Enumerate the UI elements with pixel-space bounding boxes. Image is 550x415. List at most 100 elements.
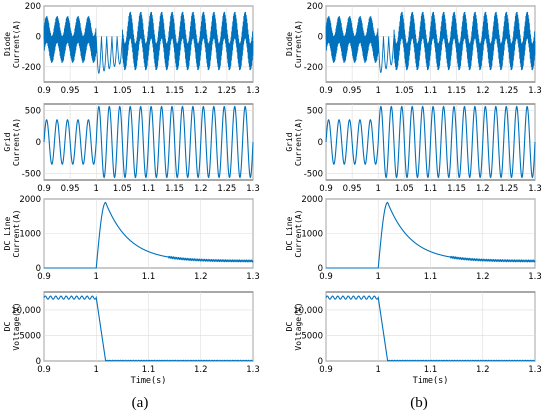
- a-diode-xtick-label: 1.25: [217, 86, 236, 96]
- b-dcv-xlabel: Time(s): [413, 376, 449, 386]
- a-dcv-ytick-label: 5000: [19, 331, 41, 341]
- b-grid-xtick-label: 1: [376, 184, 381, 194]
- a-diode-xtick-label: 1.1: [142, 86, 156, 96]
- a-dcline-xtick-label: 1.1: [142, 272, 156, 282]
- a-grid-xtick-label: 1.2: [194, 184, 208, 194]
- a-diode-xtick-label: 0.9: [37, 86, 51, 96]
- a-dcline-xtick-label: 1.3: [246, 272, 260, 282]
- a-dcv-xtick-label: 1.1: [142, 365, 156, 375]
- b-dcline-xtick-label: 1.2: [476, 272, 490, 282]
- a-dcv-ylabel-line: Voltage(V): [12, 302, 21, 350]
- a-grid-xtick-label: 1: [94, 184, 99, 194]
- a-dcline-ylabel-line: Current(A): [12, 209, 21, 257]
- b-diode-xtick-label: 1.05: [395, 86, 414, 96]
- b-dcv-ylabel-line: DC: [285, 322, 294, 332]
- b-diode-xtick-label: 0.95: [343, 86, 362, 96]
- b-dcv-xtick-label: 1.3: [528, 365, 542, 375]
- a-diode-ytick-label: -200: [22, 63, 41, 73]
- a-grid-ytick-label: -500: [22, 170, 41, 180]
- a-dcv-xtick-label: 0.9: [37, 365, 51, 375]
- a-diode-xtick-label: 1: [94, 86, 99, 96]
- a-diode-xtick-label: 1.3: [246, 86, 260, 96]
- b-diode-xtick-label: 1.25: [499, 86, 518, 96]
- b-dcv-series-line: [325, 295, 536, 362]
- a-grid-ylabel-line: Grid: [3, 132, 12, 151]
- b-dcline-ytick-label: 1000: [301, 230, 323, 240]
- a-diode-ytick-label: 200: [25, 2, 41, 12]
- a-diode-xtick-label: 1.2: [194, 86, 208, 96]
- b-dcline-xtick-label: 1.1: [424, 272, 438, 282]
- a-grid-xtick-label: 1.3: [246, 184, 260, 194]
- b-dcline-ylabel-line: DC Line: [285, 216, 294, 250]
- a-dcv-xtick-label: 1.3: [246, 365, 260, 375]
- b-dcline-ytick-label: 2000: [301, 195, 323, 205]
- a-dcv-ytick-label: 10,000: [11, 306, 41, 316]
- a-dcline-xtick-label: 0.9: [37, 272, 51, 282]
- b-grid-ytick-label: -500: [304, 170, 323, 180]
- a-diode-ylabel-line: Diode: [3, 32, 12, 56]
- a-dcv-series-line: [43, 295, 254, 362]
- b-dcline-xtick-label: 1.3: [528, 272, 542, 282]
- a-grid-xtick-label: 1.25: [217, 184, 236, 194]
- b-dcv-xtick-label: 1.1: [424, 365, 438, 375]
- b-diode-xtick-label: 0.9: [319, 86, 333, 96]
- b-dcv-xtick-label: 1: [376, 365, 381, 375]
- a-dcv-xlabel: Time(s): [131, 376, 167, 386]
- a-grid-series-line: [43, 105, 254, 179]
- b-dcv-xtick-label: 1.2: [476, 365, 490, 375]
- b-diode-xtick-label: 1: [376, 86, 381, 96]
- b-dcline-ylabel-line: Current(A): [294, 209, 303, 257]
- a-grid-xtick-label: 0.9: [37, 184, 51, 194]
- b-grid-xtick-label: 1.05: [395, 184, 414, 194]
- b-grid-xtick-label: 1.25: [499, 184, 518, 194]
- a-dcv-ytick-label: 0: [36, 357, 41, 367]
- a-dcv-xtick-label: 1: [94, 365, 99, 375]
- b-grid-xtick-label: 1.3: [528, 184, 542, 194]
- b-dcv-ytick-label: 5000: [301, 331, 323, 341]
- a-diode-series-line: [43, 11, 254, 74]
- b-grid-ylabel-line: Grid: [285, 132, 294, 151]
- b-grid-xtick-label: 1.2: [476, 184, 490, 194]
- b-diode-ylabel-line: Current(A): [294, 20, 303, 68]
- a-dcline-ytick-label: 0: [36, 264, 41, 274]
- a-grid-xtick-label: 1.1: [142, 184, 156, 194]
- panel-label-b: (b): [410, 395, 428, 411]
- b-grid-ytick-label: 500: [307, 106, 323, 116]
- b-grid-xtick-label: 1.1: [424, 184, 438, 194]
- b-dcline-ytick-label: 0: [318, 264, 323, 274]
- b-grid-ytick-label: 0: [318, 138, 323, 148]
- a-dcline-ylabel-line: DC Line: [3, 216, 12, 250]
- a-diode-xtick-label: 1.05: [113, 86, 132, 96]
- b-dcline-xtick-label: 0.9: [319, 272, 333, 282]
- a-grid-xtick-label: 1.05: [113, 184, 132, 194]
- a-grid-ytick-label: 500: [25, 106, 41, 116]
- b-grid-xtick-label: 0.9: [319, 184, 333, 194]
- b-diode-ytick-label: -200: [304, 63, 323, 73]
- b-grid-ylabel-line: Current(A): [294, 118, 303, 166]
- b-diode-xtick-label: 1.2: [476, 86, 490, 96]
- a-dcline-series-line: [44, 201, 254, 269]
- b-diode-xtick-label: 1.3: [528, 86, 542, 96]
- a-dcv-xtick-label: 1.2: [194, 365, 208, 375]
- b-diode-series-line: [325, 11, 536, 73]
- b-diode-ytick-label: 0: [318, 32, 323, 42]
- a-dcline-xtick-label: 1.2: [194, 272, 208, 282]
- a-dcline-ytick-label: 1000: [19, 230, 41, 240]
- a-diode-ytick-label: 0: [36, 32, 41, 42]
- a-grid-xtick-label: 1.15: [165, 184, 184, 194]
- a-diode-xtick-label: 0.95: [61, 86, 80, 96]
- b-dcv-ytick-label: 0: [318, 357, 323, 367]
- a-dcline-xtick-label: 1: [94, 272, 99, 282]
- a-grid-ylabel-line: Current(A): [12, 118, 21, 166]
- a-grid-ytick-label: 0: [36, 138, 41, 148]
- b-grid-xtick-label: 0.95: [343, 184, 362, 194]
- b-diode-ylabel-line: Diode: [285, 32, 294, 56]
- b-grid-series-line: [325, 105, 536, 179]
- b-dcv-xtick-label: 0.9: [319, 365, 333, 375]
- panel-label-a: (a): [132, 395, 149, 411]
- b-grid-xtick-label: 1.15: [447, 184, 466, 194]
- b-diode-xtick-label: 1.15: [447, 86, 466, 96]
- a-grid-xtick-label: 0.95: [61, 184, 80, 194]
- b-dcv-ytick-label: 10,000: [293, 306, 323, 316]
